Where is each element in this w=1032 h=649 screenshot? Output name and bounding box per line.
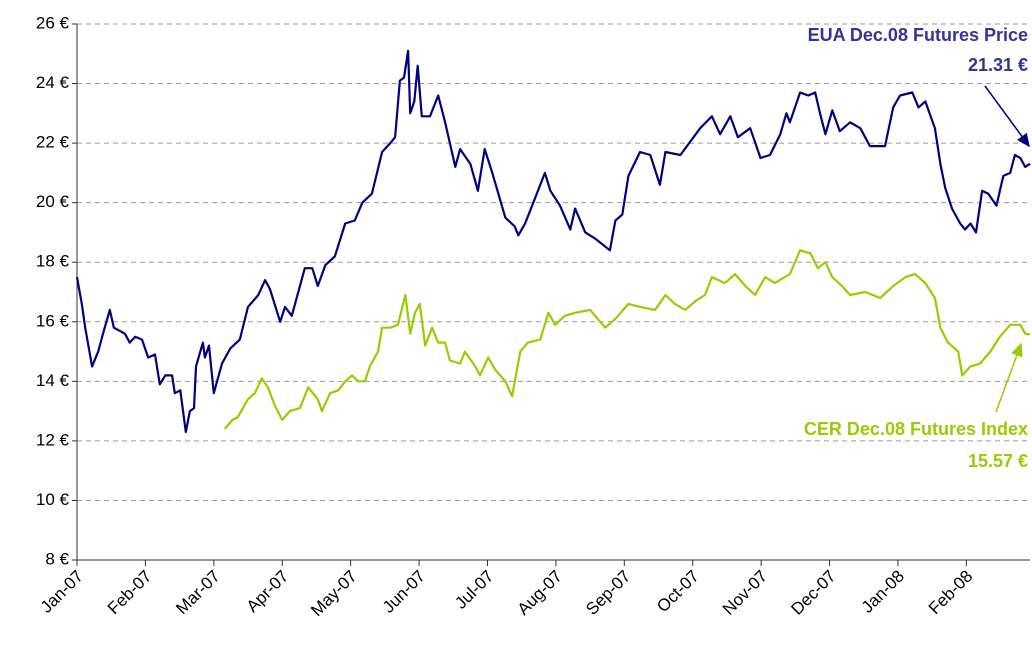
y-tick-label: 24 € (36, 73, 70, 92)
x-tick-label: Jul-07 (451, 567, 497, 613)
arrow (984, 85, 1030, 148)
x-tick-label: Oct-07 (653, 567, 703, 617)
y-tick-label: 18 € (36, 252, 70, 271)
annotation: CER Dec.08 Futures Index (804, 419, 1028, 439)
plot: 8 € 10 € 12 € 14 € 16 € 18 € 20 € 22 € 24 € 26 € J… (36, 13, 1031, 621)
x-tick-label: May-07 (307, 567, 361, 621)
x-tick-label: Mar-07 (172, 567, 224, 619)
x-tick-label: Aug-07 (514, 567, 566, 619)
annotation: 21.31 € (968, 55, 1028, 75)
annotation: 15.57 € (968, 451, 1028, 471)
x-tick-label: Jan-07 (37, 567, 87, 617)
y-tick-label: 12 € (36, 430, 70, 449)
annotation: EUA Dec.08 Futures Price (808, 25, 1028, 45)
y-tick-label: 8 € (45, 549, 69, 568)
x-tick-label: Dec-07 (787, 567, 839, 619)
y-tick-label: 20 € (36, 192, 70, 211)
y-tick-label: 16 € (36, 311, 70, 330)
x-tick-label: Jun-07 (379, 567, 429, 617)
x-tick-label: Apr-07 (243, 567, 293, 617)
y-tick-label: 10 € (36, 490, 70, 509)
line (223, 249, 1031, 430)
line (75, 49, 1031, 434)
arrow (995, 342, 1023, 413)
y-tick-label: 26 € (36, 13, 70, 32)
x-tick-label: Sep-07 (582, 567, 634, 619)
y-tick-label: 22 € (36, 133, 70, 152)
x-tick-label: Feb-07 (104, 567, 156, 619)
x-tick-label: Jan-08 (858, 567, 908, 617)
x-tick-label: Nov-07 (719, 567, 771, 619)
x-tick-label: Feb-08 (925, 567, 977, 619)
y-tick-label: 14 € (36, 371, 70, 390)
